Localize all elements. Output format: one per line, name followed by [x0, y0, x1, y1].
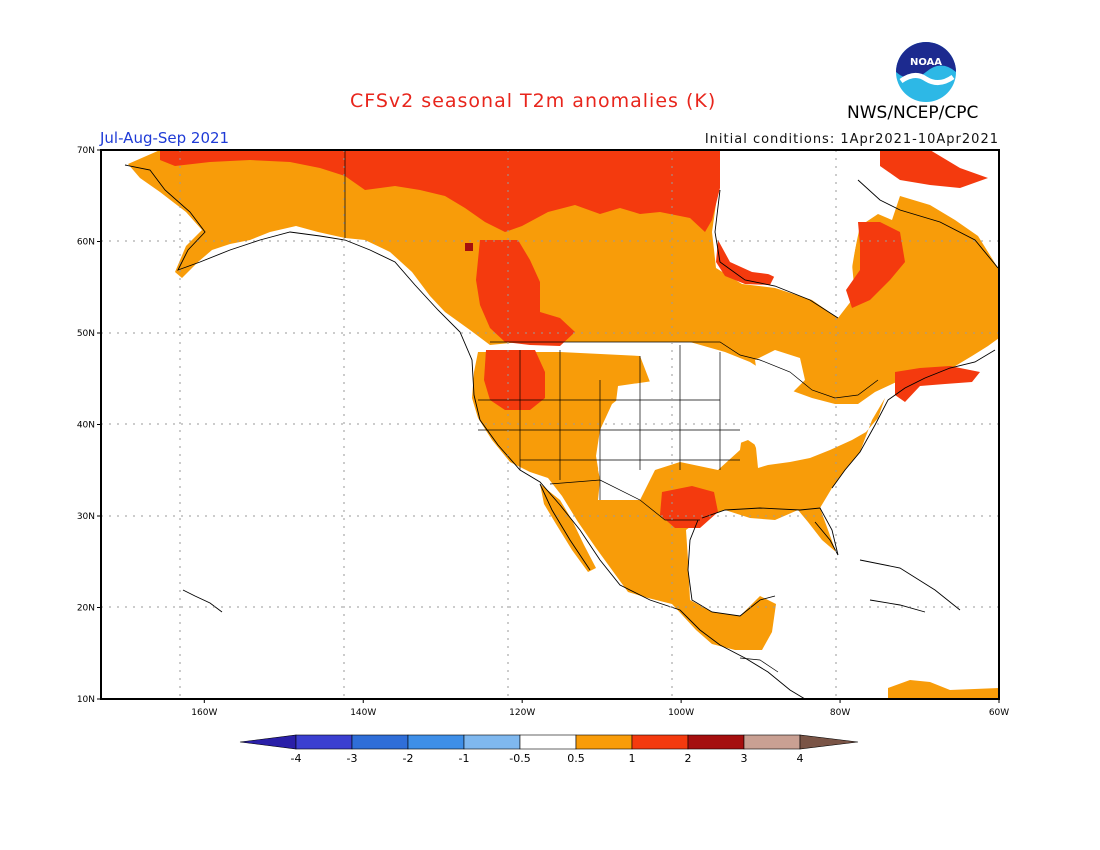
near-normal-region-greenland	[720, 204, 858, 304]
colorbar-segment	[407, 734, 465, 750]
colorbar-label: 2	[685, 752, 692, 765]
colorbar-segment	[463, 734, 521, 750]
colorbar-label: 1	[629, 752, 636, 765]
colorbar-segment	[743, 734, 801, 750]
logo-text: NOAA	[910, 57, 942, 68]
colorbar: -4 -3 -2 -1 -0.5 0.5 1 2 3 4	[239, 734, 859, 765]
lon-tick-label: 140W	[350, 708, 376, 718]
lon-tick-label: 60W	[989, 708, 1009, 718]
near-normal-regions	[598, 204, 858, 498]
season-label: Jul-Aug-Sep 2021	[100, 129, 230, 147]
colorbar-arrow-low	[239, 734, 297, 750]
graticule	[101, 150, 999, 699]
colorbar-label: -1	[459, 752, 470, 765]
lat-tick-label: 70N	[77, 146, 95, 156]
map-title: CFSv2 seasonal T2m anomalies (K)	[350, 90, 717, 112]
colorbar-segment	[631, 734, 689, 750]
colorbar-label: 3	[741, 752, 748, 765]
anomaly-darkred-cell	[465, 243, 473, 251]
anomaly-region-new-england	[895, 366, 980, 402]
lon-tick-label: 160W	[191, 708, 217, 718]
noaa-logo-icon: NOAA	[896, 42, 956, 102]
colorbar-segment	[295, 734, 353, 750]
lat-tick-label: 50N	[77, 329, 95, 339]
colorbar-segment	[575, 734, 633, 750]
anomaly-region-alaska	[128, 150, 345, 278]
colorbar-segment	[687, 734, 745, 750]
near-normal-region-great-lakes	[755, 350, 805, 395]
colorbar-label: -3	[347, 752, 358, 765]
anomaly-region-labrador	[846, 222, 905, 308]
anomaly-region-hudson	[716, 240, 775, 285]
lat-tick-label: 20N	[77, 604, 95, 614]
anomaly-region-south-america	[888, 680, 999, 699]
coastlines	[124, 164, 999, 699]
colorbar-label: 0.5	[567, 752, 585, 765]
colorbar-label: -0.5	[509, 752, 530, 765]
colorbar-label: 4	[797, 752, 804, 765]
longitude-ticks: 160W 140W 120W 100W 80W 60W	[191, 699, 1009, 718]
initial-conditions-label: Initial conditions: 1Apr2021-10Apr2021	[704, 132, 999, 147]
political-borders	[344, 150, 879, 673]
lon-tick-label: 120W	[509, 708, 535, 718]
anomaly-region-baja	[540, 484, 596, 572]
anomaly-region-arctic	[160, 150, 720, 232]
colorbar-segment	[519, 734, 577, 750]
anomaly-region-canada-interior	[476, 240, 575, 346]
agency-label: NWS/NCEP/CPC	[847, 103, 979, 123]
lat-tick-label: 40N	[77, 421, 95, 431]
colorbar-segment	[351, 734, 409, 750]
lon-tick-label: 100W	[668, 708, 694, 718]
colorbar-label: -2	[403, 752, 414, 765]
anomaly-region-baffin	[880, 150, 988, 188]
latitude-ticks: 70N 60N 50N 40N 30N 20N 10N	[77, 146, 101, 705]
colorbar-label: -4	[291, 752, 302, 765]
near-normal-region-central-us	[598, 380, 772, 498]
map-plot-area	[101, 150, 999, 699]
lat-tick-label: 30N	[77, 512, 95, 522]
colorbar-arrow-high	[799, 734, 859, 750]
lat-tick-label: 60N	[77, 238, 95, 248]
lon-tick-label: 80W	[830, 708, 850, 718]
anomaly-region-pacific-northwest	[484, 350, 545, 410]
lat-tick-label: 10N	[77, 695, 95, 705]
